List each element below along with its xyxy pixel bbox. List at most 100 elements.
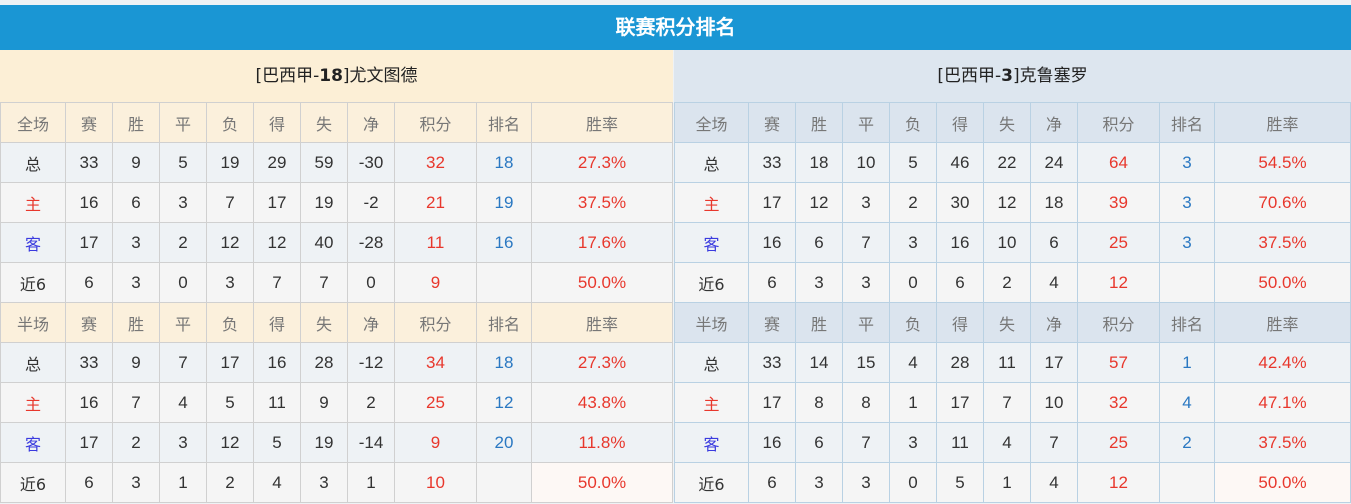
cell-goals-for: 16 [253,342,301,383]
cell-lost: 5 [889,142,937,183]
column-header-goal-diff: 净 [347,102,395,143]
table-row: 总 33 14 15 4 28 11 17 57 1 42.4% [674,342,1351,383]
column-header-drawn: 平 [159,102,207,143]
cell-played: 33 [748,342,796,383]
standings-table: 全场赛胜平负得失净积分 排名 胜率总 33 9 5 19 29 59 -30 32 18 27.3% 主 1… [0,102,673,503]
cell-won: 9 [112,342,160,383]
column-header-won: 胜 [112,102,160,143]
table-row: 客 16 6 7 3 16 10 6 25 3 37.5% [674,222,1351,263]
cell-win-rate: 17.6% [531,222,673,263]
cell-goal-diff: 7 [1030,422,1078,463]
cell-goals-for: 4 [253,462,301,503]
column-header-drawn: 平 [842,302,890,343]
cell-played: 17 [65,422,113,463]
cell-goals-against: 7 [300,262,348,303]
cell-played: 16 [748,222,796,263]
cell-win-rate: 50.0% [531,462,673,503]
cell-points: 12 [1077,462,1160,503]
cell-drawn: 0 [159,262,207,303]
cell-won: 3 [112,262,160,303]
cell-row-label: 总 [0,342,66,383]
header-row-half: 半场赛胜平负得失净积分 排名 胜率 [674,302,1351,343]
column-header-row-label: 全场 [674,102,749,143]
cell-row-label: 近6 [674,462,749,503]
cell-row-label: 客 [674,422,749,463]
column-header-won: 胜 [112,302,160,343]
cell-played: 16 [748,422,796,463]
table-row: 近6 6 3 0 3 7 7 0 9 50.0% [0,262,673,303]
cell-drawn: 8 [842,382,890,423]
column-header-goal-diff: 净 [1030,302,1078,343]
table-row: 总 33 9 7 17 16 28 -12 34 18 27.3% [0,342,673,383]
page-title: 联赛积分排名 [0,5,1351,50]
cell-played: 6 [65,462,113,503]
cell-lost: 12 [206,422,254,463]
cell-rank: 12 [476,382,532,423]
cell-goals-against: 9 [300,382,348,423]
cell-lost: 2 [889,182,937,223]
cell-played: 33 [65,342,113,383]
column-header-goals-against: 失 [983,302,1031,343]
column-header-lost: 负 [889,302,937,343]
cell-row-label: 近6 [0,462,66,503]
cell-win-rate: 54.5% [1214,142,1351,183]
column-header-lost: 负 [206,102,254,143]
cell-lost: 7 [206,182,254,223]
column-header-row-label: 半场 [674,302,749,343]
cell-drawn: 3 [842,182,890,223]
cell-points: 25 [394,382,477,423]
table-row: 客 16 6 7 3 11 4 7 25 2 37.5% [674,422,1351,463]
cell-goals-for: 29 [253,142,301,183]
cell-played: 16 [65,382,113,423]
cell-rank: 3 [1159,182,1215,223]
cell-goals-against: 7 [983,382,1031,423]
column-header-rank: 排名 [476,302,532,343]
cell-played: 33 [65,142,113,183]
cell-goals-against: 1 [983,462,1031,503]
cell-won: 18 [795,142,843,183]
cell-goal-diff: 24 [1030,142,1078,183]
cell-rank: 18 [476,142,532,183]
cell-goals-against: 4 [983,422,1031,463]
column-header-rank: 排名 [476,102,532,143]
cell-lost: 3 [889,222,937,263]
column-header-goal-diff: 净 [1030,102,1078,143]
column-header-drawn: 平 [842,102,890,143]
cell-points: 34 [394,342,477,383]
column-header-drawn: 平 [159,302,207,343]
cell-rank: 4 [1159,382,1215,423]
cell-lost: 3 [206,262,254,303]
table-row: 总 33 18 10 5 46 22 24 64 3 54.5% [674,142,1351,183]
cell-goals-against: 19 [300,422,348,463]
team-header: [巴西甲-3]克鲁塞罗 [674,50,1351,102]
cell-points: 10 [394,462,477,503]
table-row: 近6 6 3 1 2 4 3 1 10 50.0% [0,462,673,503]
cell-won: 6 [795,422,843,463]
cell-win-rate: 27.3% [531,142,673,183]
cell-won: 7 [112,382,160,423]
cell-goals-for: 12 [253,222,301,263]
cell-points: 25 [1077,222,1160,263]
cell-goal-diff: 6 [1030,222,1078,263]
cell-goals-against: 40 [300,222,348,263]
cell-points: 39 [1077,182,1160,223]
column-header-won: 胜 [795,102,843,143]
cell-drawn: 7 [842,422,890,463]
column-header-win-rate: 胜率 [1214,102,1351,143]
cell-won: 6 [795,222,843,263]
cell-win-rate: 37.5% [1214,422,1351,463]
team-name: ]克鲁塞罗 [1012,66,1088,86]
cell-points: 11 [394,222,477,263]
cell-goal-diff: -28 [347,222,395,263]
table-row: 主 17 12 3 2 30 12 18 39 3 70.6% [674,182,1351,223]
cell-win-rate: 43.8% [531,382,673,423]
cell-drawn: 15 [842,342,890,383]
table-row: 客 17 2 3 12 5 19 -14 9 20 11.8% [0,422,673,463]
cell-lost: 2 [206,462,254,503]
column-header-win-rate: 胜率 [531,302,673,343]
cell-rank [476,462,532,503]
cell-lost: 17 [206,342,254,383]
column-header-win-rate: 胜率 [1214,302,1351,343]
cell-rank [476,262,532,303]
cell-rank: 1 [1159,342,1215,383]
